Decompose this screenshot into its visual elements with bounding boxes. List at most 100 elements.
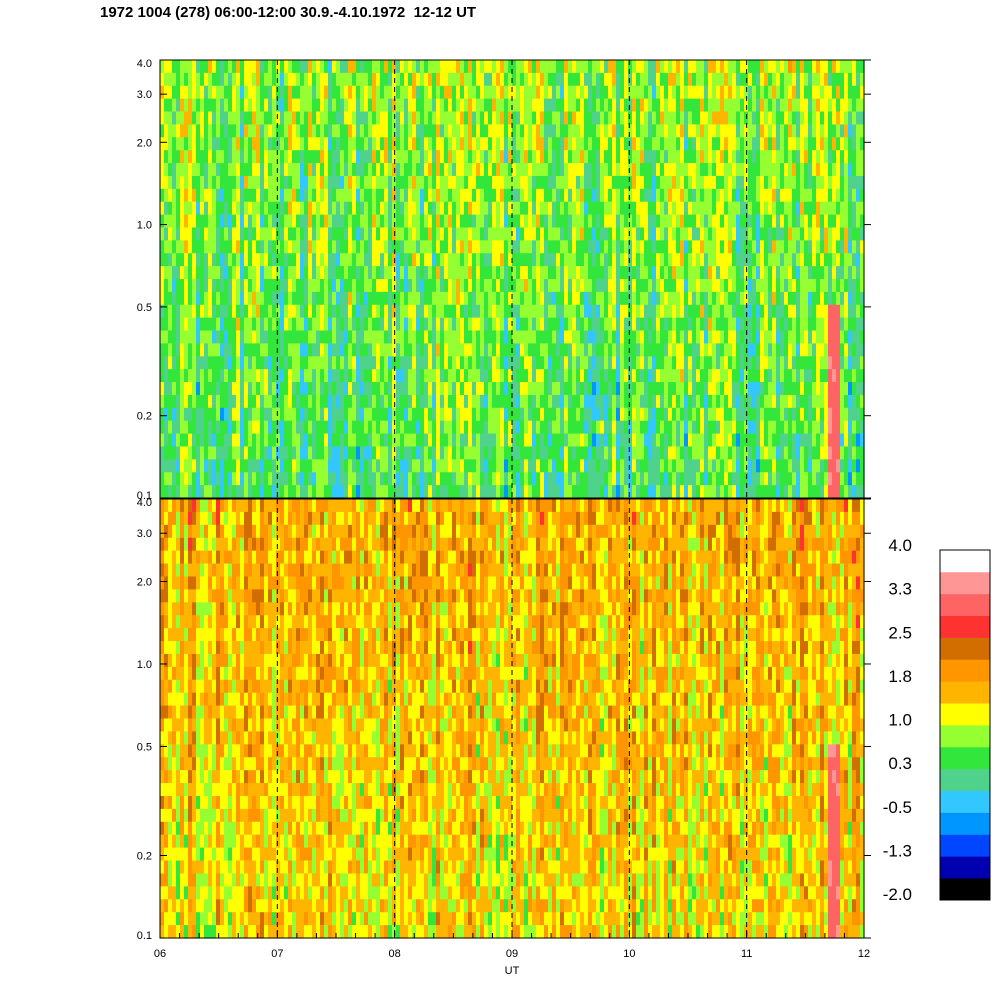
heatmap-cell: [736, 240, 741, 254]
heatmap-cell: [452, 472, 457, 486]
heatmap-cell: [660, 175, 665, 190]
heatmap-cell: [264, 304, 269, 319]
heatmap-cell: [468, 201, 473, 216]
heatmap-cell: [560, 201, 565, 216]
heatmap-cell: [456, 317, 461, 332]
heatmap-cell: [408, 459, 413, 473]
heatmap-cell: [180, 150, 185, 164]
heatmap-cell: [624, 330, 629, 345]
heatmap-cell: [468, 394, 473, 409]
heatmap-cell: [268, 356, 273, 370]
heatmap-cell: [500, 356, 505, 370]
heatmap-cell: [160, 214, 165, 229]
heatmap-cell: [420, 188, 425, 203]
heatmap-cell: [168, 279, 173, 293]
heatmap-cell: [700, 459, 705, 473]
heatmap-cell: [352, 60, 357, 74]
heatmap-cell: [188, 85, 193, 100]
heatmap-cell: [724, 266, 729, 280]
heatmap-cell: [192, 98, 197, 113]
heatmap-cell: [360, 420, 365, 435]
heatmap-cell: [452, 60, 457, 74]
heatmap-cell: [660, 279, 665, 293]
heatmap-cell: [608, 240, 613, 254]
heatmap-cell: [640, 60, 645, 74]
heatmap-cell: [480, 137, 485, 151]
heatmap-cell: [232, 382, 237, 396]
heatmap-cell: [524, 72, 529, 87]
heatmap-cell: [464, 446, 469, 460]
heatmap-cell: [280, 201, 285, 216]
heatmap-cell: [692, 369, 697, 383]
heatmap-cell: [344, 188, 349, 203]
heatmap-cell: [328, 240, 333, 254]
heatmap-cell: [532, 72, 537, 87]
heatmap-cell: [724, 201, 729, 216]
heatmap-cell: [360, 163, 365, 177]
heatmap-cell: [196, 214, 201, 229]
heatmap-cell: [292, 382, 297, 396]
heatmap-cell: [176, 253, 181, 267]
heatmap-cell: [288, 188, 293, 203]
heatmap-cell: [740, 279, 745, 293]
heatmap-cell: [284, 124, 289, 138]
heatmap-cell: [688, 485, 693, 499]
heatmap-cell: [216, 330, 221, 345]
heatmap-cell: [460, 420, 465, 435]
heatmap-cell: [316, 72, 321, 87]
heatmap-cell: [316, 356, 321, 370]
heatmap-cell: [688, 240, 693, 254]
heatmap-cell: [192, 60, 197, 74]
heatmap-cell: [296, 330, 301, 345]
heatmap-cell: [620, 240, 625, 254]
heatmap-cell: [628, 485, 633, 499]
heatmap-cell: [664, 150, 669, 164]
heatmap-cell: [728, 163, 733, 177]
heatmap-cell: [600, 150, 605, 164]
heatmap-cell: [528, 330, 533, 345]
heatmap-cell: [636, 150, 641, 164]
heatmap-cell: [356, 446, 361, 460]
heatmap-cell: [448, 446, 453, 460]
heatmap-cell: [520, 163, 525, 177]
heatmap-cell: [376, 124, 381, 138]
heatmap-cell: [320, 85, 325, 100]
heatmap-cell: [204, 240, 209, 254]
heatmap-cell: [360, 240, 365, 254]
heatmap-cell: [296, 446, 301, 460]
heatmap-cell: [556, 227, 561, 241]
heatmap-cell: [252, 407, 257, 422]
heatmap-cell: [632, 317, 637, 332]
heatmap-cell: [268, 291, 273, 306]
heatmap-cell: [224, 72, 229, 87]
heatmap-cell: [376, 420, 381, 435]
heatmap-cell: [260, 472, 265, 486]
heatmap-cell: [320, 150, 325, 164]
heatmap-cell: [168, 343, 173, 357]
heatmap-cell: [656, 60, 661, 74]
heatmap-cell: [356, 407, 361, 422]
heatmap-cell: [700, 175, 705, 190]
heatmap-cell: [228, 175, 233, 190]
heatmap-cell: [540, 266, 545, 280]
heatmap-cell: [532, 369, 537, 383]
heatmap-cell: [320, 137, 325, 151]
heatmap-cell: [556, 459, 561, 473]
heatmap-cell: [388, 420, 393, 435]
heatmap-cell: [336, 382, 341, 396]
heatmap-cell: [688, 175, 693, 190]
heatmap-cell: [420, 472, 425, 486]
heatmap-cell: [384, 279, 389, 293]
heatmap-cell: [312, 317, 317, 332]
heatmap-cell: [288, 214, 293, 229]
heatmap-cell: [628, 317, 633, 332]
heatmap-cell: [552, 111, 557, 126]
heatmap-cell: [296, 304, 301, 319]
heatmap-cell: [644, 304, 649, 319]
heatmap-cell: [380, 472, 385, 486]
heatmap-cell: [520, 459, 525, 473]
heatmap-cell: [272, 266, 277, 280]
heatmap-cell: [360, 472, 365, 486]
heatmap-cell: [248, 266, 253, 280]
heatmap-cell: [160, 304, 165, 319]
